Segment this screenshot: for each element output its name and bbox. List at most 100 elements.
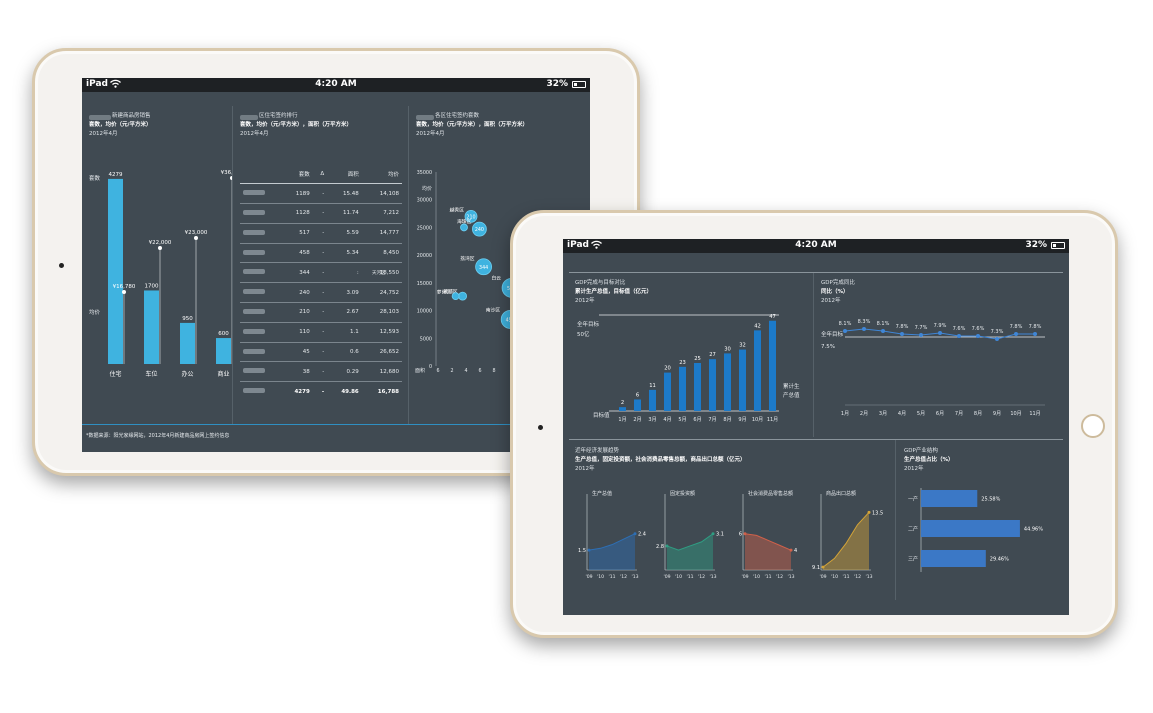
growth-point[interactable]	[900, 332, 904, 336]
mini-year-label: '10	[675, 574, 682, 580]
growth-point[interactable]	[957, 334, 961, 338]
growth-point[interactable]	[843, 329, 847, 333]
mini-title: 生产总值	[592, 490, 612, 497]
growth-point[interactable]	[1014, 332, 1018, 336]
mini-area	[589, 533, 635, 570]
cell-area: 49.86	[341, 388, 359, 395]
redacted-district-name	[240, 361, 282, 383]
month-label: 4月	[898, 411, 906, 417]
district-table: 套数 Δ 面积 均价 1189-15.48 14,108 1128-11.74 7,212 5…	[240, 164, 402, 402]
mini-start-label: 2.8	[656, 544, 664, 550]
mini-end-point	[633, 532, 637, 536]
mini-year-label: '11	[608, 574, 615, 580]
district-bubble[interactable]	[458, 291, 467, 301]
growth-point[interactable]	[976, 334, 980, 338]
cell-area: 2.67	[327, 302, 362, 323]
y-label-price: 均价	[89, 308, 101, 316]
structure-value-label: 25.58%	[981, 497, 1000, 503]
table-row[interactable]: 110-1.1 12,593	[240, 322, 402, 343]
month-label: 7月	[955, 411, 963, 417]
district-bubble[interactable]	[464, 209, 478, 223]
panel-title: 区住宅签约排行	[259, 113, 298, 119]
battery-percent: 32%	[546, 79, 568, 89]
price-pin-dot	[194, 236, 198, 240]
mini-year-label: '10	[753, 574, 760, 580]
bar-category-label: 商业	[217, 370, 229, 378]
gdp-bar	[739, 349, 746, 411]
y-tick-label: 35000	[417, 170, 432, 176]
district-bubble[interactable]	[472, 221, 487, 237]
bar-category-label: 办公	[181, 370, 193, 378]
redacted-city-name	[240, 115, 258, 120]
cell-delta: -	[321, 388, 325, 395]
bar-车位	[144, 290, 159, 364]
cell-count: 4279	[294, 388, 310, 395]
mini-start-point	[743, 532, 747, 536]
bubble-value: 344	[479, 265, 488, 271]
gdp-bar-label: 11	[649, 383, 656, 389]
growth-point[interactable]	[862, 327, 866, 331]
y-label-count: 套数	[89, 174, 101, 182]
series-label-2: 产总值	[783, 391, 800, 399]
table-row[interactable]: 210-2.67 28,103	[240, 302, 402, 323]
cell-count: 45	[281, 342, 313, 363]
status-bar: iPad 4:20 AM 32%	[82, 78, 590, 92]
table-row[interactable]: 344-:18,550	[240, 262, 402, 284]
district-bubble[interactable]	[460, 223, 468, 232]
gdp-bar-label: 6	[636, 392, 639, 398]
table-row[interactable]: 38-0.29 12,680	[240, 361, 402, 383]
redacted-city-name	[89, 115, 111, 120]
table-row[interactable]: 1189-15.48 14,108	[240, 183, 402, 205]
cell-price: 16,788	[377, 388, 399, 395]
cell-count: 240	[281, 282, 313, 304]
growth-point[interactable]	[938, 331, 942, 335]
cell-area: 3.09	[327, 282, 362, 304]
bar-count-label: 600	[218, 331, 229, 337]
month-label: 1月	[841, 411, 849, 417]
panel-date: 2012年4月	[416, 131, 445, 137]
mini-year-label: '10	[597, 574, 604, 580]
cell-price: 7,212	[361, 203, 402, 224]
gdp-bar	[634, 399, 641, 411]
redacted-district-name	[240, 223, 282, 244]
target-value-label: 7.5%	[821, 344, 835, 350]
district-bubble[interactable]	[475, 258, 492, 276]
gdp-bar	[649, 389, 656, 411]
cell-count: 110	[281, 322, 313, 343]
structure-bar	[921, 550, 986, 567]
table-row[interactable]: 517-5.59 14,777	[240, 223, 402, 244]
growth-point[interactable]	[995, 337, 999, 341]
district-bubble[interactable]	[451, 292, 460, 301]
growth-point[interactable]	[1033, 332, 1037, 336]
growth-point[interactable]	[881, 329, 885, 333]
month-label: 8月	[974, 411, 982, 417]
mini-line	[588, 533, 636, 551]
growth-point[interactable]	[919, 333, 923, 337]
screen-front: iPad 4:20 AM 32% GDP完成与目标对比 累计生产总值，目标值（亿…	[563, 239, 1069, 615]
table-row[interactable]: 458-5.34 8,450	[240, 243, 402, 264]
cell-area: 0.6	[327, 342, 362, 363]
month-label: 11月	[767, 417, 778, 423]
table-row[interactable]: 240-3.09 24,752	[240, 282, 402, 304]
mini-year-label: '12	[776, 574, 783, 580]
mini-start-point	[821, 565, 825, 569]
cell-count: 517	[281, 223, 313, 244]
home-button[interactable]	[1081, 414, 1105, 438]
mini-start-point	[665, 544, 669, 548]
cell-area: 0.29	[327, 361, 362, 383]
month-label: 11月	[1029, 411, 1040, 417]
bar-count-label: 4279	[109, 172, 123, 178]
middle-divider	[569, 439, 1063, 440]
cell-price: 14,777	[361, 223, 402, 244]
target-label: 全年目标	[821, 330, 844, 338]
redacted-city-name	[416, 115, 434, 120]
structure-category-label: 三产	[908, 556, 918, 563]
month-label: 6月	[693, 417, 701, 423]
front-camera	[59, 263, 64, 268]
cell-price: 18,550	[361, 262, 402, 284]
mini-area	[823, 512, 869, 570]
table-row[interactable]: 45-0.6 26,652	[240, 342, 402, 363]
table-row[interactable]: 1128-11.74 7,212	[240, 203, 402, 224]
mini-year-label: '12	[620, 574, 627, 580]
table-row[interactable]: 4279 - 49.86 16,788	[240, 382, 402, 402]
